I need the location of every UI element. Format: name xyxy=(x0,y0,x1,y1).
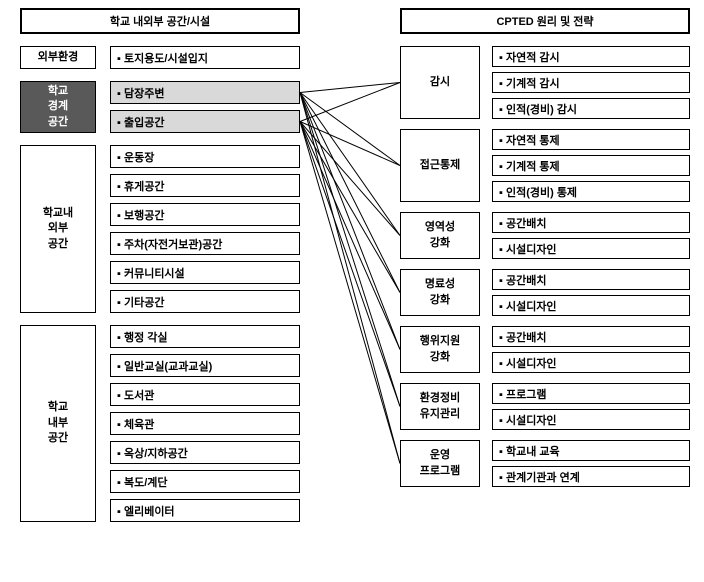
right-cat-legib: 명료성강화 xyxy=(400,269,480,316)
right-item-maint-1: ▪ 시설디자인 xyxy=(492,409,690,430)
right-header: CPTED 원리 및 전략 xyxy=(400,8,690,34)
left-item-boundary-1: ▪ 출입공간 xyxy=(110,110,300,133)
right-item-access-2: ▪ 인적(경비) 통제 xyxy=(492,181,690,202)
right-cat-surv: 감시 xyxy=(400,46,480,119)
right-item-operate-1: ▪ 관계기관과 연계 xyxy=(492,466,690,487)
left-item-out_space-3: ▪ 주차(자전거보관)공간 xyxy=(110,232,300,255)
right-item-access-0: ▪ 자연적 통제 xyxy=(492,129,690,150)
right-item-activity-0: ▪ 공간배치 xyxy=(492,326,690,347)
right-item-surv-0: ▪ 자연적 감시 xyxy=(492,46,690,67)
left-cat-in_space: 학교내부공간 xyxy=(20,325,96,522)
right-item-legib-1: ▪ 시설디자인 xyxy=(492,295,690,316)
left-cat-ext_env: 외부환경 xyxy=(20,46,96,69)
right-cat-maint: 환경정비유지관리 xyxy=(400,383,480,430)
left-item-in_space-4: ▪ 옥상/지하공간 xyxy=(110,441,300,464)
left-cat-out_space: 학교내외부공간 xyxy=(20,145,96,313)
left-item-in_space-5: ▪ 복도/계단 xyxy=(110,470,300,493)
left-header: 학교 내외부 공간/시설 xyxy=(20,8,300,34)
right-item-surv-2: ▪ 인적(경비) 감시 xyxy=(492,98,690,119)
right-item-surv-1: ▪ 기계적 감시 xyxy=(492,72,690,93)
left-cat-boundary: 학교경계공간 xyxy=(20,81,96,133)
left-item-out_space-4: ▪ 커뮤니티시설 xyxy=(110,261,300,284)
right-cat-access: 접근통제 xyxy=(400,129,480,202)
left-item-in_space-3: ▪ 체육관 xyxy=(110,412,300,435)
left-item-out_space-0: ▪ 운동장 xyxy=(110,145,300,168)
left-item-in_space-2: ▪ 도서관 xyxy=(110,383,300,406)
right-item-territory-0: ▪ 공간배치 xyxy=(492,212,690,233)
right-cat-operate: 운영프로그램 xyxy=(400,440,480,487)
right-item-maint-0: ▪ 프로그램 xyxy=(492,383,690,404)
left-item-out_space-5: ▪ 기타공간 xyxy=(110,290,300,313)
right-cat-activity: 행위지원강화 xyxy=(400,326,480,373)
left-item-ext_env-0: ▪ 토지용도/시설입지 xyxy=(110,46,300,69)
left-item-in_space-0: ▪ 행정 각실 xyxy=(110,325,300,348)
left-item-in_space-6: ▪ 엘리베이터 xyxy=(110,499,300,522)
right-item-access-1: ▪ 기계적 통제 xyxy=(492,155,690,176)
left-item-out_space-2: ▪ 보행공간 xyxy=(110,203,300,226)
left-item-in_space-1: ▪ 일반교실(교과교실) xyxy=(110,354,300,377)
right-item-territory-1: ▪ 시설디자인 xyxy=(492,238,690,259)
right-item-legib-0: ▪ 공간배치 xyxy=(492,269,690,290)
right-item-operate-0: ▪ 학교내 교육 xyxy=(492,440,690,461)
right-cat-territory: 영역성강화 xyxy=(400,212,480,259)
left-item-boundary-0: ▪ 담장주변 xyxy=(110,81,300,104)
left-item-out_space-1: ▪ 휴게공간 xyxy=(110,174,300,197)
right-item-activity-1: ▪ 시설디자인 xyxy=(492,352,690,373)
